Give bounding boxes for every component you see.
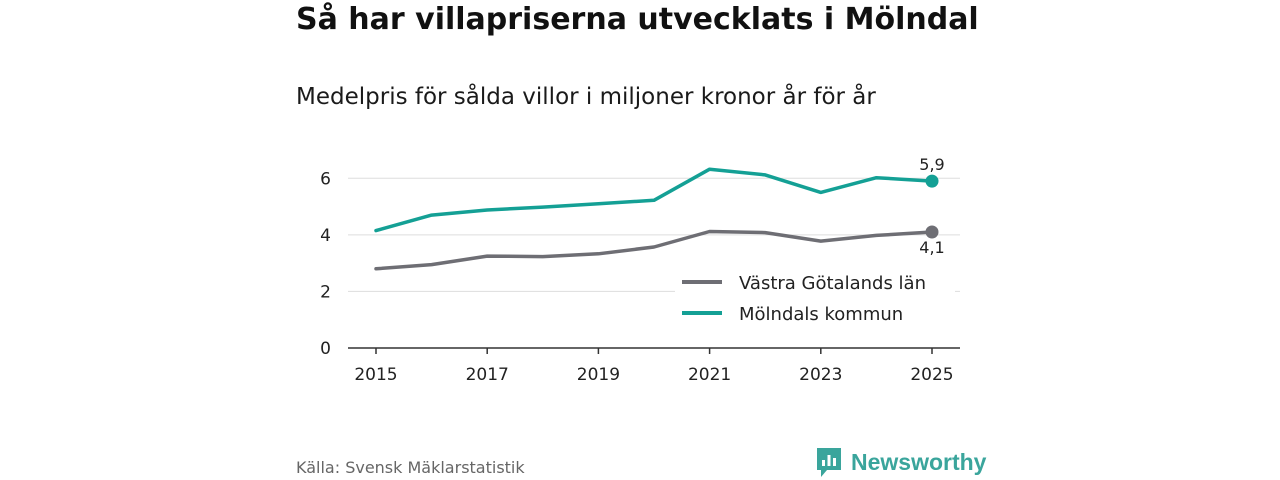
chart-subtitle: Medelpris för sålda villor i miljoner kr… <box>296 84 876 110</box>
legend-label-1: Mölndals kommun <box>739 304 903 325</box>
x-tick-label-2017: 2017 <box>466 365 509 385</box>
legend-label-0: Västra Götalands län <box>739 273 926 294</box>
data-label-0: 4,1 <box>919 238 944 257</box>
newsworthy-logo-icon <box>817 448 841 477</box>
y-tick-label-2: 2 <box>320 282 331 302</box>
series-line-1 <box>374 167 934 233</box>
legend-background <box>675 266 955 330</box>
y-tick-label-6: 6 <box>320 169 331 189</box>
x-tick-label-2021: 2021 <box>688 365 731 385</box>
x-tick-label-2019: 2019 <box>577 365 620 385</box>
brand-logo[interactable]: Newsworthy <box>815 446 986 478</box>
source-note: Källa: Svensk Mäklarstatistik <box>296 458 525 477</box>
x-tick-label-2025: 2025 <box>910 365 953 385</box>
x-tick-label-2015: 2015 <box>354 365 397 385</box>
series-end-point-1 <box>925 174 939 188</box>
x-tick-label-2023: 2023 <box>799 365 842 385</box>
series-line-0 <box>374 229 934 271</box>
chart-title: Så har villapriserna utvecklats i Mölnda… <box>296 2 979 37</box>
y-tick-label-4: 4 <box>320 226 331 246</box>
series-end-point-0 <box>925 225 939 239</box>
y-tick-label-0: 0 <box>320 339 331 359</box>
data-label-1: 5,9 <box>919 155 944 174</box>
brand-name: Newsworthy <box>851 448 987 475</box>
